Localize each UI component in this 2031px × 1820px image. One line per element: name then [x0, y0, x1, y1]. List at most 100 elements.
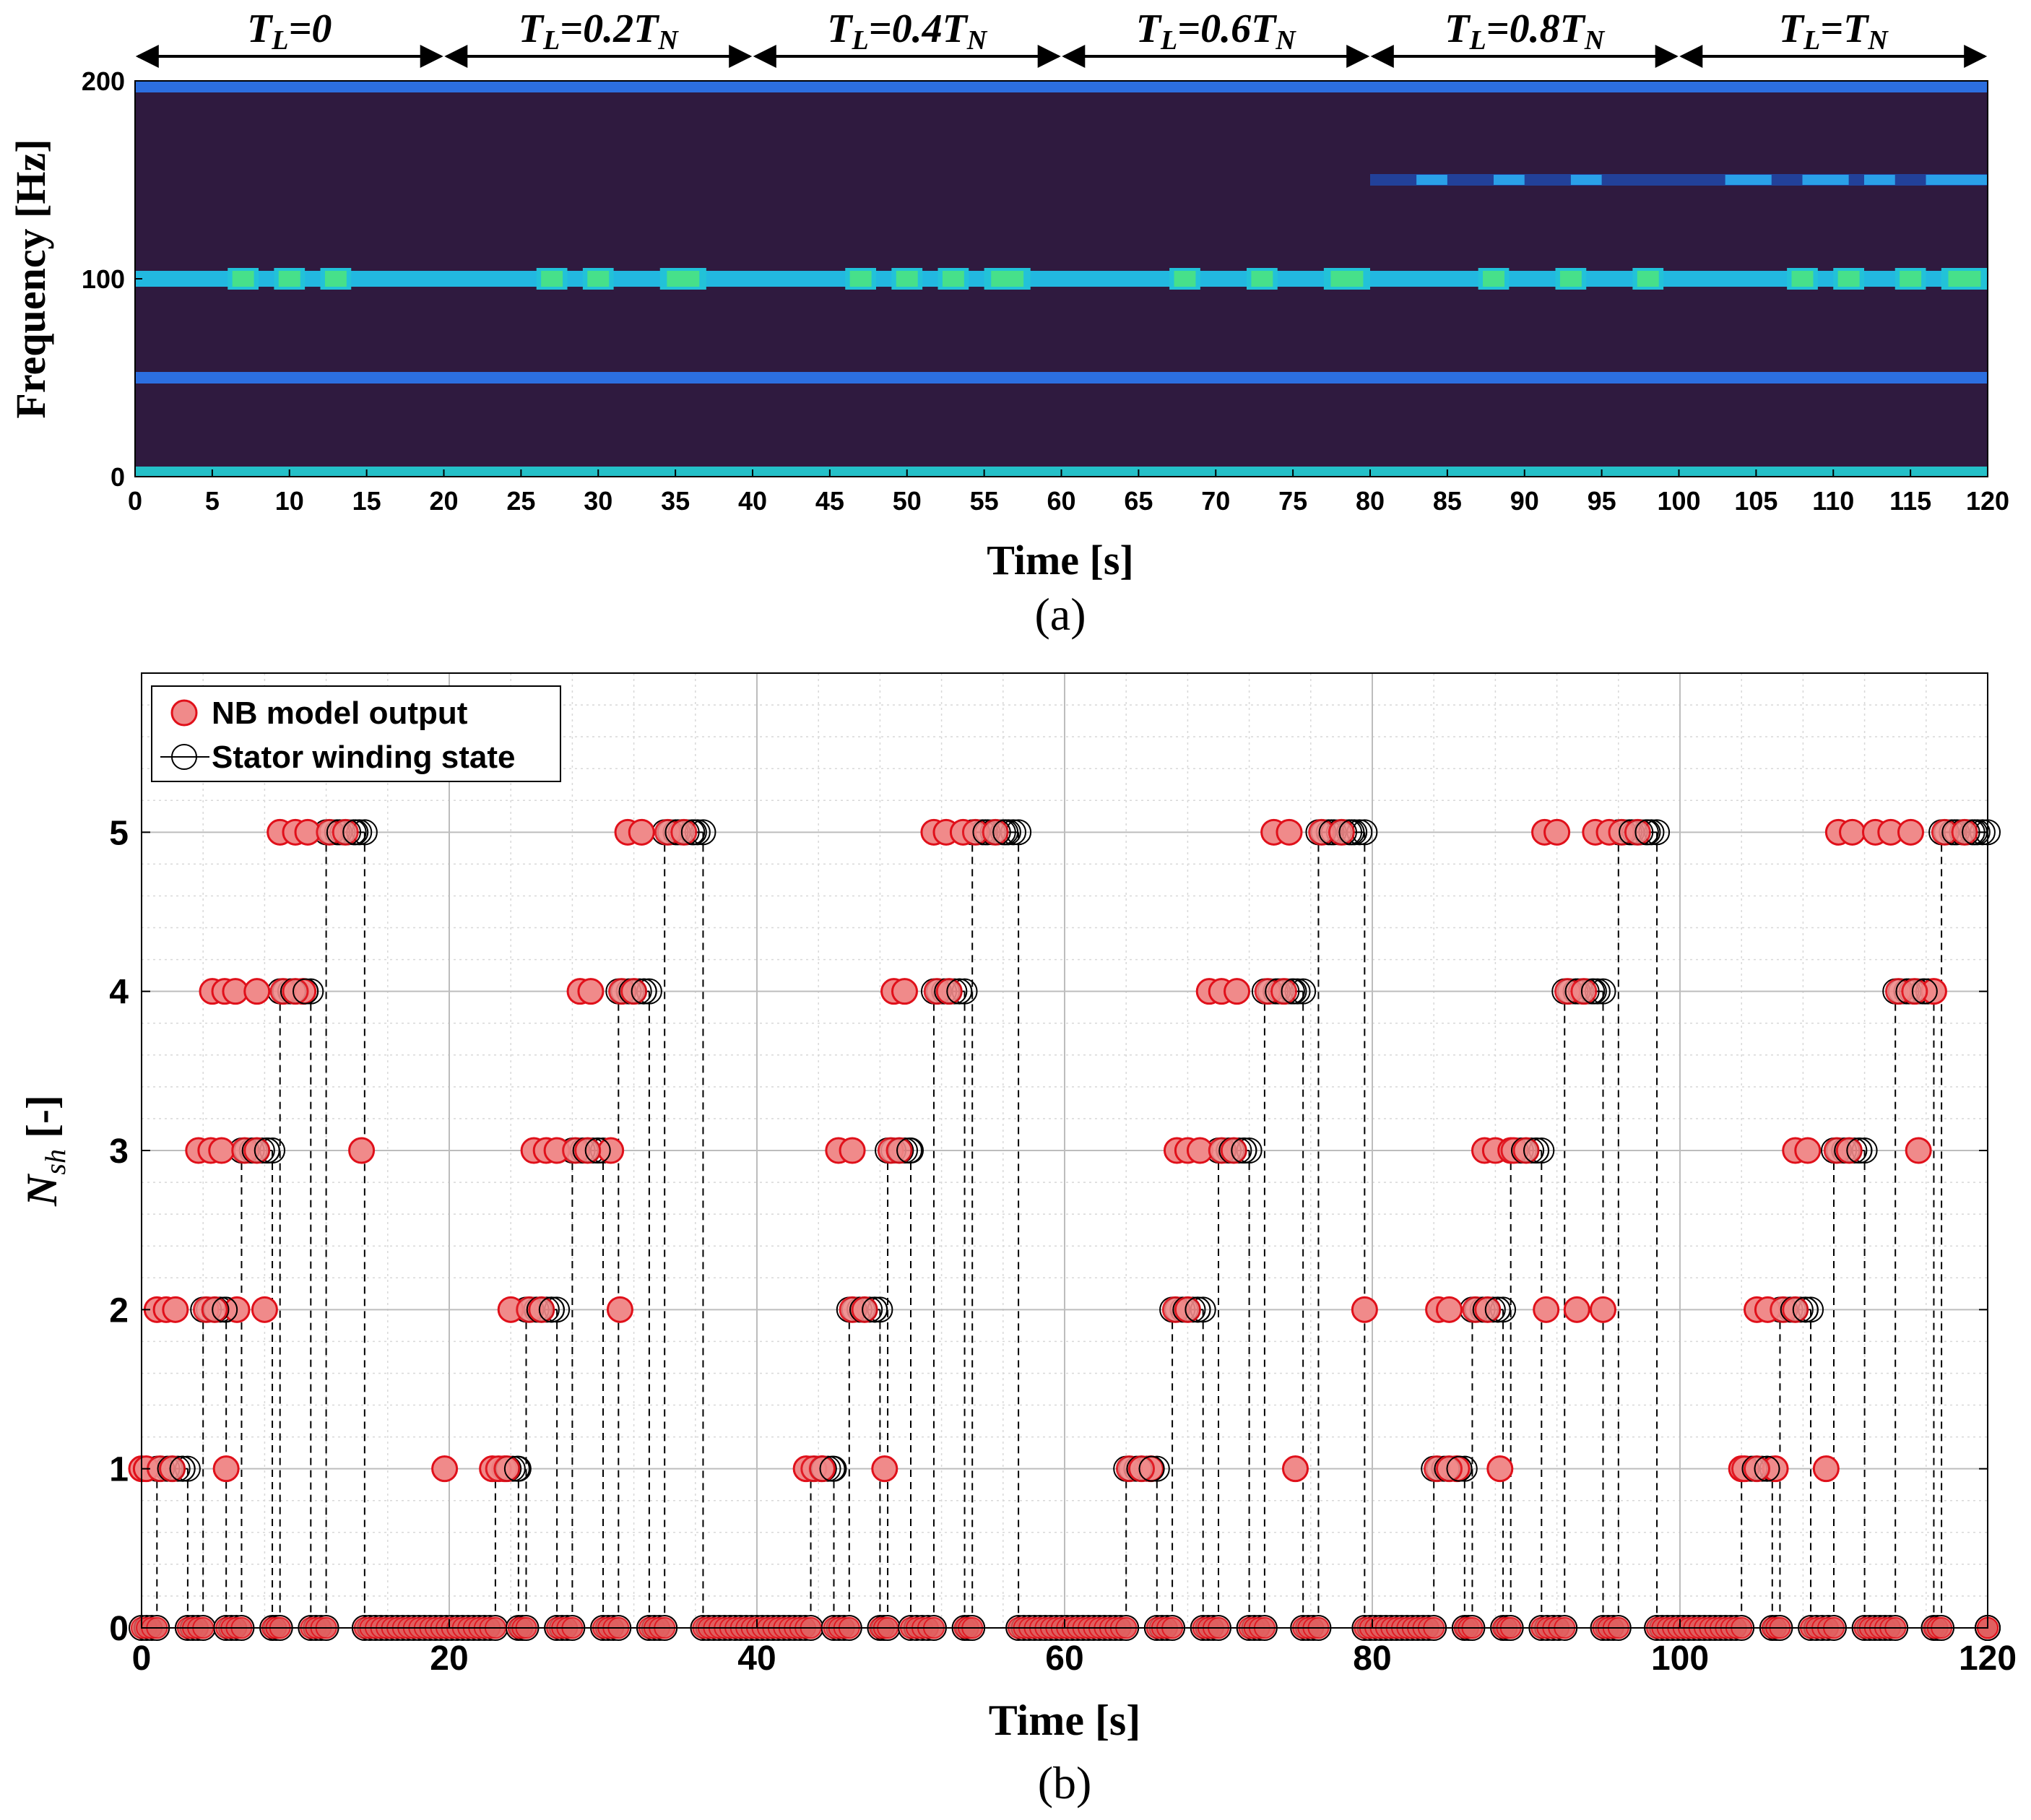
band-150-spot-4 — [1802, 175, 1849, 185]
x-tick-label-80: 80 — [1356, 486, 1385, 516]
hot-spot-core-14 — [1559, 271, 1582, 287]
state-point-overlap — [1446, 1455, 1473, 1482]
legend-state-label: Stator winding state — [212, 740, 515, 775]
segment-label-main: T — [1779, 6, 1806, 51]
spectrogram-x-label: Time [s] — [987, 537, 1134, 584]
x-tick-label-40: 40 — [738, 486, 767, 516]
state-point-overlap — [293, 978, 319, 1005]
model-point-on-state — [332, 818, 359, 846]
spectrogram-y-ticks: 0 100 200 — [82, 66, 142, 492]
hot-spot-core-15 — [1637, 271, 1659, 287]
model-point — [1590, 1296, 1616, 1323]
segment-label-rest: =T — [1820, 6, 1870, 51]
model-point-on-state — [1220, 1137, 1247, 1164]
model-point — [1486, 1455, 1514, 1483]
y-tick-label-0: 0 — [111, 462, 125, 492]
state-point-overlap — [538, 1296, 565, 1323]
model-point — [577, 978, 605, 1005]
model-point-on-state — [1782, 1296, 1809, 1323]
model-point-on-state — [620, 978, 648, 1005]
model-point — [871, 1455, 898, 1483]
x-tick-label-95: 95 — [1588, 486, 1616, 516]
hot-spot-core-10 — [1174, 271, 1196, 287]
segment-label-sub2: N — [1584, 25, 1606, 56]
band-150-spot-0 — [1416, 175, 1447, 185]
x-tick-label-50: 50 — [893, 486, 922, 516]
segment-label-main: T — [1445, 6, 1471, 51]
b-y-tick-label-1: 1 — [109, 1451, 129, 1489]
state-point-overlap — [212, 1296, 238, 1323]
segment-label-main: T — [1136, 6, 1163, 51]
caption-a: (a) — [1034, 589, 1086, 640]
y-tick-label-200: 200 — [82, 66, 125, 96]
state-point-overlap — [1484, 1296, 1511, 1323]
model-point-on-state — [243, 1137, 271, 1164]
model-point — [212, 1455, 240, 1483]
segment-label-0: TL=0 — [247, 6, 332, 56]
model-point — [431, 1455, 459, 1483]
model-point — [1276, 818, 1303, 846]
hot-spot-core-8 — [942, 271, 964, 287]
model-point — [243, 978, 271, 1005]
band-50hz — [135, 372, 1988, 384]
hot-spot-core-0 — [232, 271, 254, 287]
state-point-overlap — [1911, 978, 1938, 1005]
segment-label-rest: =0.8T — [1486, 6, 1587, 51]
model-point-on-state — [809, 1455, 836, 1483]
x-tick-label-55: 55 — [970, 486, 999, 516]
segment-label-2: TL=0.4TN — [827, 6, 988, 56]
spectrogram-y-label: Frequency [Hz] — [7, 139, 54, 418]
model-point — [1351, 1296, 1378, 1323]
b-x-tick-label-100: 100 — [1651, 1639, 1709, 1678]
x-tick-label-110: 110 — [1812, 486, 1854, 516]
segment-label-sub: L — [851, 25, 868, 56]
state-point-overlap — [819, 1455, 846, 1482]
hot-spot-core-2 — [324, 271, 347, 287]
model-point-on-state — [670, 818, 698, 846]
x-tick-label-35: 35 — [661, 486, 690, 516]
model-point-on-state — [885, 1137, 913, 1164]
segment-label-sub: L — [271, 25, 288, 56]
legend: NB model output Stator winding state — [151, 685, 561, 782]
band-150-spot-5 — [1864, 175, 1895, 185]
shorted-turns-panel: 0 20 40 60 80 100 120 0 1 2 3 4 5 NB model output S… — [18, 672, 2017, 1808]
segment-label-sub: L — [1468, 25, 1486, 56]
model-point — [606, 1296, 633, 1323]
model-point-on-state — [1270, 978, 1298, 1005]
hot-spot-core-1 — [278, 271, 300, 287]
model-point — [628, 818, 655, 846]
b-y-tick-label-5: 5 — [109, 814, 129, 852]
model-point-on-state — [982, 818, 1009, 846]
y-label-rest: [-] — [18, 1095, 66, 1149]
b-y-tick-label-3: 3 — [109, 1132, 129, 1171]
state-point-overlap — [1846, 1138, 1873, 1164]
model-point-on-state — [1436, 1455, 1463, 1483]
y-label-main: N — [18, 1173, 66, 1207]
hot-spot-core-18 — [1900, 271, 1922, 287]
model-point-on-state — [493, 1455, 521, 1483]
x-tick-label-20: 20 — [429, 486, 458, 516]
b-x-tick-label-20: 20 — [430, 1639, 468, 1678]
model-point-on-state — [1744, 1455, 1770, 1483]
model-point — [1563, 1296, 1590, 1323]
segment-label-main: T — [519, 6, 545, 51]
x-tick-label-65: 65 — [1124, 486, 1153, 516]
model-point — [251, 1296, 278, 1323]
y-tick-label-100: 100 — [82, 264, 125, 294]
model-point — [348, 1137, 376, 1164]
x-tick-label-30: 30 — [584, 486, 612, 516]
x-tick-label-15: 15 — [352, 486, 381, 516]
x-tick-label-85: 85 — [1433, 486, 1462, 516]
model-point — [1436, 1296, 1463, 1323]
model-point-on-state — [528, 1296, 555, 1323]
scatter-x-label: Time [s] — [989, 1696, 1141, 1744]
x-tick-label-90: 90 — [1510, 486, 1539, 516]
state-point-overlap — [1231, 1138, 1257, 1164]
model-point-on-state — [1570, 978, 1598, 1005]
model-point — [162, 1296, 189, 1323]
state-point-overlap — [584, 1138, 611, 1164]
segment-label-rest: =0.6T — [1177, 6, 1278, 51]
b-x-tick-label-80: 80 — [1353, 1639, 1391, 1678]
model-point — [891, 978, 918, 1005]
